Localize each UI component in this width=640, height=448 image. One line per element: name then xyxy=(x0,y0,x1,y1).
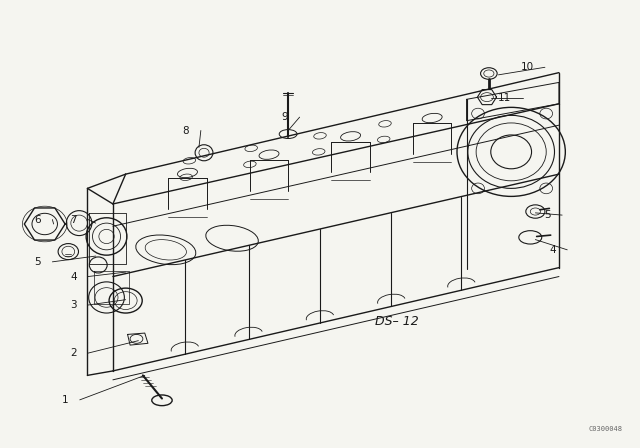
Text: 10: 10 xyxy=(520,62,534,72)
Text: 4: 4 xyxy=(549,245,556,255)
Text: 1: 1 xyxy=(61,395,68,405)
Text: C0300048: C0300048 xyxy=(589,426,623,432)
Text: 8: 8 xyxy=(183,125,189,135)
Text: 3: 3 xyxy=(70,300,77,310)
Text: 2: 2 xyxy=(70,348,77,358)
Text: 7: 7 xyxy=(70,215,77,224)
Text: DS– 12: DS– 12 xyxy=(374,315,419,328)
Text: 5: 5 xyxy=(35,257,41,267)
Text: 4: 4 xyxy=(70,271,77,281)
Text: 11: 11 xyxy=(498,94,511,103)
Text: 5: 5 xyxy=(544,210,550,220)
Text: 9: 9 xyxy=(282,112,288,122)
Text: 6: 6 xyxy=(35,215,41,224)
